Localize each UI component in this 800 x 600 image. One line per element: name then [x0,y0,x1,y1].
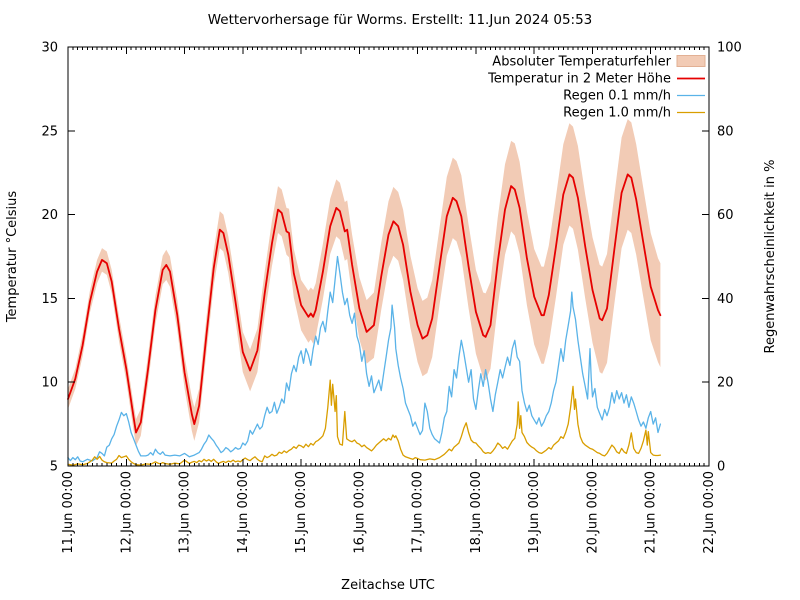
legend-label-rain-10: Regen 1.0 mm/h [563,106,671,121]
y-left-tick-label: 5 [50,460,58,475]
y-left-tick-label: 30 [41,41,58,56]
tick-label-layer: 30 25 20 15 10 5 100 80 60 40 20 0 11.Jun 00:00 12.Ju… [41,41,741,554]
x-tick-label: 19.Jun 00:00 [527,471,542,554]
y-left-tick-label: 10 [41,376,58,391]
chart-title: Wettervorhersage für Worms. Erstellt: 11… [208,12,593,28]
y-right-tick-label: 80 [717,124,734,139]
y-left-axis-label: Temperatur °Celsius [5,191,20,324]
data-layer [67,119,662,466]
legend-label-rain-01: Regen 0.1 mm/h [563,89,671,104]
x-tick-label: 14.Jun 00:00 [236,471,251,554]
legend-label-temperature-error: Absoluter Temperaturfehler [492,55,671,70]
y-right-axis-label: Regenwahrscheinlichkeit in % [763,160,778,354]
x-tick-label: 13.Jun 00:00 [178,471,193,554]
temperature-error-band [68,119,661,446]
y-right-tick-label: 40 [717,292,734,307]
y-right-tick-label: 20 [717,376,734,391]
rain-probability-01-line [67,255,662,463]
x-tick-label: 16.Jun 00:00 [352,471,367,554]
y-right-tick-label: 60 [717,208,734,223]
legend-label-temperature: Temperatur in 2 Meter Höhe [487,72,671,87]
y-left-tick-label: 25 [41,124,58,139]
legend-swatch-temperature-error [676,55,706,67]
x-tick-label: 11.Jun 00:00 [61,471,76,554]
temperature-line [67,173,662,434]
x-tick-label: 18.Jun 00:00 [469,471,484,554]
x-tick-label: 12.Jun 00:00 [119,471,134,554]
x-tick-label: 22.Jun 00:00 [702,471,717,554]
x-tick-label: 17.Jun 00:00 [411,471,426,554]
rain-probability-10-line [67,379,662,466]
axes-frame-layer [67,46,710,467]
y-right-tick-label: 100 [717,41,742,56]
x-tick-label: 15.Jun 00:00 [294,471,309,554]
y-right-tick-label: 0 [717,460,725,475]
y-left-tick-label: 20 [41,208,58,223]
x-tick-label: 20.Jun 00:00 [585,471,600,554]
y-left-tick-label: 15 [41,292,58,307]
x-tick-label: 21.Jun 00:00 [644,471,659,554]
legend: Absoluter Temperaturfehler Temperatur in… [487,55,706,121]
x-axis-label: Zeitachse UTC [341,578,435,593]
